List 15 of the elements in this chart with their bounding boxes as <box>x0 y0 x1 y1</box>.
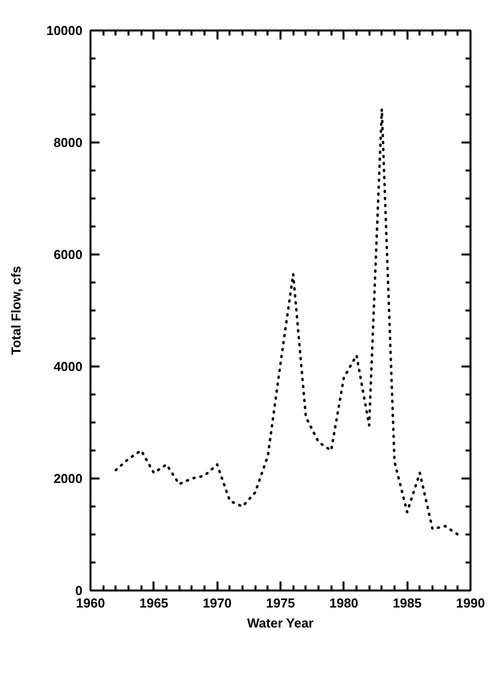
x-tick-label: 1970 <box>202 596 232 610</box>
y-axis-title: Total Flow, cfs <box>8 266 24 355</box>
y-tick-label: 10000 <box>46 23 83 38</box>
y-tick-label: 8000 <box>54 135 82 150</box>
x-tick-label: 1980 <box>329 596 358 610</box>
y-tick-label: 2000 <box>54 471 82 486</box>
x-tick-label: 1960 <box>76 596 105 610</box>
x-axis-title: Water Year <box>247 616 314 630</box>
y-tick-label: 0 <box>75 583 83 598</box>
y-tick-label: 6000 <box>54 247 82 262</box>
y-tick-label: 4000 <box>54 359 82 374</box>
x-tick-label: 1985 <box>392 596 422 610</box>
x-tick-label: 1975 <box>266 596 295 610</box>
x-tick-label: 1965 <box>139 596 168 610</box>
x-tick-label: 1990 <box>456 596 485 610</box>
